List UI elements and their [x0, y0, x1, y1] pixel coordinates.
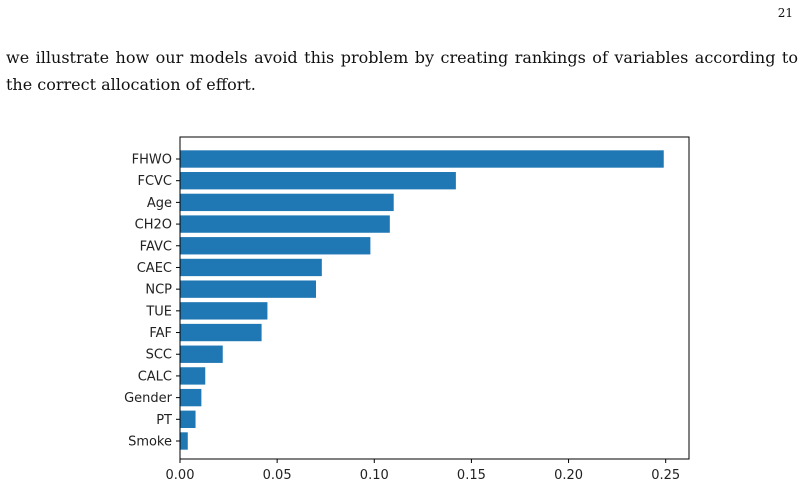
x-tick-label: 0.25 [651, 468, 680, 483]
x-tick-label: 0.15 [457, 468, 486, 483]
plot-frame [179, 136, 690, 460]
bar-fcvc [180, 172, 456, 190]
y-tick-label: Smoke [128, 435, 172, 450]
bar-ncp [180, 280, 316, 298]
y-tick-label: FHWO [132, 153, 172, 168]
x-tick-label: 0.05 [263, 468, 292, 483]
x-tick-label: 0.00 [166, 468, 195, 483]
bar-caec [180, 258, 322, 277]
bar-ch2o [180, 215, 390, 233]
bar-smoke [180, 432, 188, 450]
y-tick-label: FAVC [140, 239, 172, 254]
x-tick-label: 0.20 [554, 468, 583, 483]
bar-pt [180, 410, 196, 428]
bar-calc [180, 367, 206, 385]
y-tick-label: TUE [145, 304, 172, 319]
y-tick-label: NCP [145, 283, 172, 298]
y-tick-label: CH2O [135, 218, 172, 233]
bar-favc [180, 237, 371, 255]
y-tick-label: PT [156, 413, 172, 428]
bar-gender [180, 388, 202, 407]
y-tick-label: CAEC [137, 261, 172, 276]
y-tick-label: FAF [149, 326, 172, 341]
body-paragraph: we illustrate how our models avoid this … [6, 48, 798, 94]
bar-faf [180, 323, 262, 342]
x-tick-label: 0.10 [360, 468, 389, 483]
y-tick-label: SCC [146, 348, 172, 363]
y-tick-label: Gender [124, 391, 173, 406]
bar-fhwo [180, 150, 664, 168]
bar-tue [180, 302, 268, 320]
bar-scc [180, 345, 223, 363]
bar-age [180, 193, 394, 212]
y-tick-label: FCVC [137, 174, 172, 189]
page-number: 21 [777, 6, 793, 20]
y-tick-label: Age [147, 196, 172, 211]
y-tick-label: CALC [138, 369, 172, 384]
